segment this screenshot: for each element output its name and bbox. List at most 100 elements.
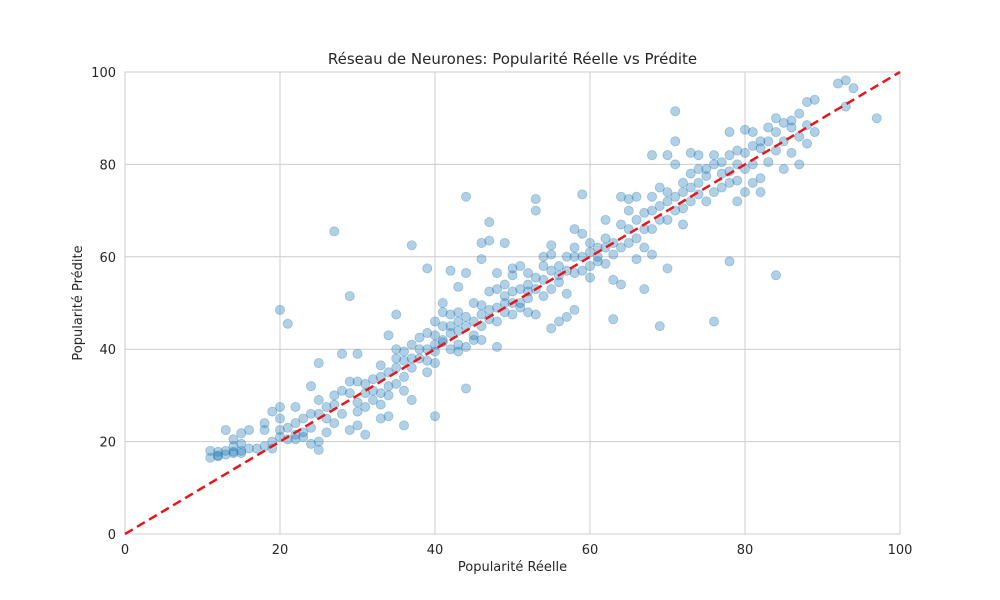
data-point — [623, 194, 634, 205]
data-point — [623, 237, 634, 248]
data-point — [585, 237, 596, 248]
data-point — [546, 323, 557, 334]
data-point — [654, 321, 665, 332]
data-point — [243, 425, 254, 436]
x-axis-label: Popularité Réelle — [458, 560, 567, 575]
data-point — [460, 191, 471, 202]
data-point — [592, 256, 603, 267]
data-point — [546, 265, 557, 276]
data-point — [546, 284, 557, 295]
data-point — [755, 187, 766, 198]
data-point — [662, 150, 673, 161]
data-point — [631, 214, 642, 225]
data-point — [538, 261, 549, 272]
data-point — [499, 237, 510, 248]
data-point — [476, 309, 487, 320]
data-point — [336, 348, 347, 359]
data-point — [662, 263, 673, 274]
data-point — [460, 311, 471, 322]
data-point — [778, 117, 789, 128]
data-point — [530, 205, 541, 216]
data-point — [616, 279, 627, 290]
data-point — [616, 219, 627, 230]
data-point — [654, 182, 665, 193]
data-point — [755, 136, 766, 147]
data-point — [693, 177, 704, 188]
data-point — [305, 408, 316, 419]
data-point — [445, 321, 456, 332]
data-point — [763, 157, 774, 168]
data-point — [786, 115, 797, 126]
data-point — [600, 214, 611, 225]
data-point — [422, 367, 433, 378]
data-point — [236, 448, 247, 459]
data-point — [577, 265, 588, 276]
data-point — [724, 256, 735, 267]
data-point — [367, 374, 378, 385]
y-tick-label: 0 — [108, 528, 116, 543]
y-axis-label: Popularité Prédite — [71, 245, 86, 360]
data-point — [460, 267, 471, 278]
data-point — [212, 451, 223, 462]
data-point — [484, 304, 495, 315]
data-point — [360, 378, 371, 389]
data-point — [771, 270, 782, 281]
data-point — [228, 448, 239, 459]
data-point — [685, 168, 696, 179]
data-point — [360, 401, 371, 412]
data-point — [499, 291, 510, 302]
data-point — [453, 307, 464, 318]
data-point — [809, 94, 820, 105]
x-tick-label: 100 — [888, 543, 913, 558]
data-point — [507, 286, 518, 297]
data-point — [794, 159, 805, 170]
data-point — [678, 177, 689, 188]
data-point — [763, 136, 774, 147]
data-point — [453, 346, 464, 357]
data-point — [383, 390, 394, 401]
data-point — [802, 97, 813, 108]
data-point — [709, 150, 720, 161]
data-point — [670, 106, 681, 117]
data-point — [701, 170, 712, 181]
data-point — [577, 228, 588, 239]
data-point — [398, 371, 409, 382]
data-point — [445, 328, 456, 339]
data-point — [685, 147, 696, 158]
data-point — [406, 339, 417, 350]
data-point — [740, 124, 751, 135]
data-point — [755, 143, 766, 154]
data-point — [398, 420, 409, 431]
data-point — [321, 401, 332, 412]
data-point — [530, 309, 541, 320]
data-point — [236, 428, 247, 439]
data-point — [336, 408, 347, 419]
data-point — [755, 173, 766, 184]
data-point — [476, 334, 487, 345]
data-point — [585, 247, 596, 258]
data-point — [491, 284, 502, 295]
data-point — [383, 411, 394, 422]
data-point — [336, 385, 347, 396]
data-point — [662, 214, 673, 225]
data-point — [212, 450, 223, 461]
data-point — [460, 383, 471, 394]
data-point — [794, 108, 805, 119]
data-point — [786, 122, 797, 133]
data-point — [685, 182, 696, 193]
data-point — [647, 249, 658, 260]
data-point — [344, 388, 355, 399]
data-point — [437, 297, 448, 308]
data-point — [538, 251, 549, 262]
data-point — [732, 175, 743, 186]
data-point — [546, 240, 557, 251]
data-point — [476, 254, 487, 265]
data-point — [647, 205, 658, 216]
data-point — [515, 284, 526, 295]
data-point — [305, 381, 316, 392]
data-point — [491, 267, 502, 278]
x-tick-label: 20 — [272, 543, 289, 558]
data-point — [383, 330, 394, 341]
data-point — [670, 191, 681, 202]
